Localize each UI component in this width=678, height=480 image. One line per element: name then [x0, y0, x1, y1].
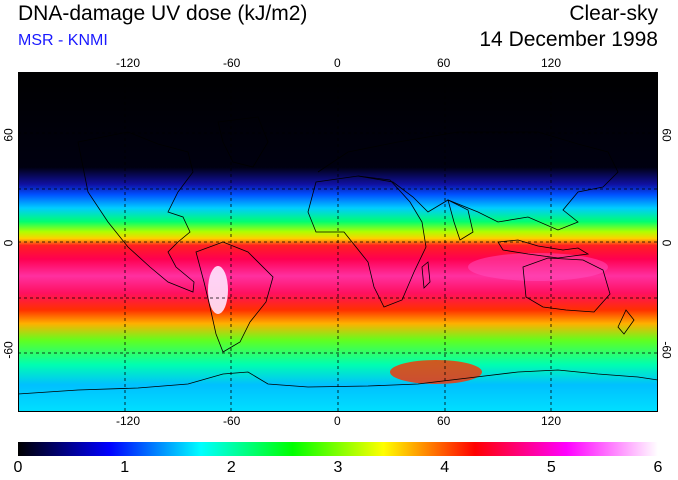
lon-tick-label-bottom: -60 [223, 414, 241, 428]
south-america-coastline [195, 241, 274, 353]
uv-maximum-andes [208, 266, 228, 314]
date-label: 14 December 1998 [479, 28, 658, 51]
colorbar-tick-label: 3 [333, 459, 343, 476]
lon-tick-label-top: 0 [334, 56, 341, 70]
lon-tick-label-bottom: 0 [334, 414, 341, 428]
scenario-label: Clear-sky [569, 2, 658, 25]
lat-tick-label-left: 0 [1, 239, 16, 247]
lon-tick-label-bottom: -120 [116, 414, 141, 428]
lon-tick-label-top: -60 [223, 56, 241, 70]
uv-maximum-band [468, 253, 608, 281]
lon-tick-label-top: -120 [116, 56, 141, 70]
africa-coastline [307, 175, 427, 308]
colorbar-tick-label: 2 [226, 459, 236, 476]
uv-dose-map [18, 72, 658, 412]
new-zealand-coastline [617, 309, 635, 335]
colorbar-tick-label: 4 [440, 459, 450, 476]
colorbar [18, 442, 658, 456]
lat-tick-label-left: -60 [1, 341, 16, 359]
indonesia-coastline [497, 239, 590, 259]
map-title: DNA-damage UV dose (kJ/m2) [18, 2, 308, 25]
lon-tick-label-top: 60 [437, 56, 451, 70]
uv-maximum-antarctic [390, 360, 482, 384]
lon-tick-label-top: 120 [541, 56, 562, 70]
lon-tick-label-bottom: 60 [437, 414, 451, 428]
lat-tick-label-left: 60 [1, 128, 16, 142]
colorbar-tick-label: 0 [13, 459, 23, 476]
madagascar-coastline [421, 261, 431, 289]
lat-tick-label-right: 60 [659, 128, 674, 142]
lat-tick-label-right: -60 [659, 341, 674, 359]
colorbar-tick-label: 5 [546, 459, 556, 476]
greenland-coastline [217, 116, 269, 168]
map-subtitle: MSR - KNMI [18, 32, 108, 49]
lon-tick-label-bottom: 120 [541, 414, 562, 428]
colorbar-tick-label: 1 [120, 459, 130, 476]
colorbar-tick-label: 6 [653, 459, 663, 476]
north-america-coastline [77, 131, 195, 293]
eurasia-coastline [317, 131, 619, 231]
india-coastline [447, 199, 474, 241]
australia-coastline [522, 257, 611, 313]
lat-tick-label-right: 0 [659, 239, 674, 247]
